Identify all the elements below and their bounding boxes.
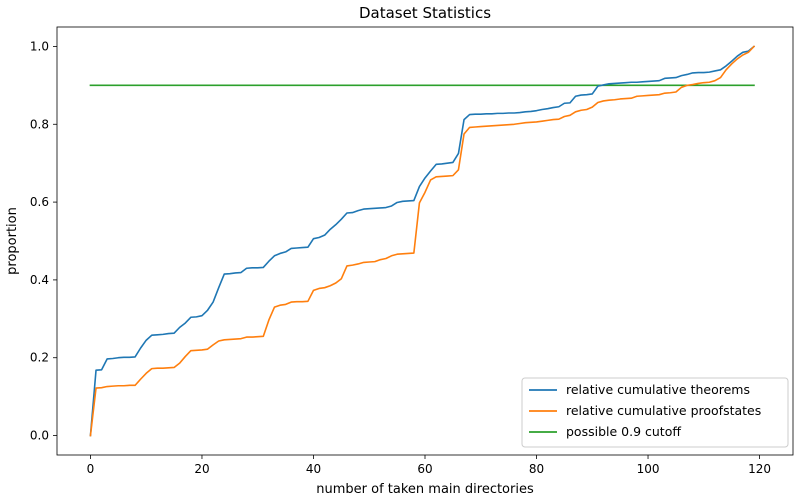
series-line-proofstates [89,45,756,437]
legend-box [521,377,789,448]
chart-title: Dataset Statistics [359,4,491,22]
legend-label-proofstates: relative cumulative proofstates [566,403,761,418]
y-axis-label: proportion [5,207,20,275]
x-tick-label: 40 [306,462,321,476]
x-tick-label: 120 [748,462,771,476]
y-tick-label: 0.8 [30,117,49,131]
y-tick-label: 0.6 [30,195,49,209]
x-tick-label: 100 [637,462,660,476]
x-tick-label: 60 [417,462,432,476]
series-line-theorems [89,45,756,437]
x-axis: 0 20 40 60 80 100 120 [87,455,771,476]
plot-area [89,45,756,437]
x-tick-label: 0 [87,462,95,476]
x-axis-label: number of taken main directories [316,482,534,497]
legend-label-cutoff: possible 0.9 cutoff [566,424,681,439]
x-tick-label: 80 [529,462,544,476]
x-tick-label: 20 [194,462,209,476]
y-axis: 0.0 0.2 0.4 0.6 0.8 1.0 [30,39,57,443]
legend: relative cumulative theorems relative cu… [521,377,789,448]
y-tick-label: 0.4 [30,273,49,287]
y-tick-label: 0.0 [30,429,49,443]
y-tick-label: 0.2 [30,351,49,365]
y-tick-label: 1.0 [30,39,49,53]
legend-label-theorems: relative cumulative theorems [566,382,750,397]
